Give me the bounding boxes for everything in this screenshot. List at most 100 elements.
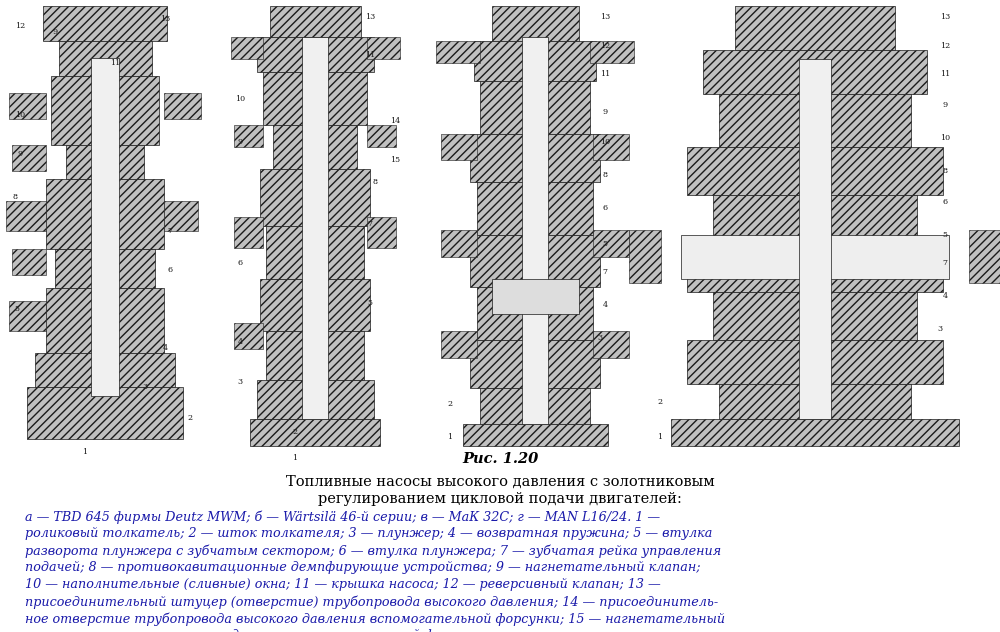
Text: а — ТВD 645 фирмы Deutz MWM; б — Wärtsilä 46-й серии; в — МаК 32С; г — MAN L16/2: а — ТВD 645 фирмы Deutz MWM; б — Wärtsil… [25, 510, 660, 523]
Text: 8: 8 [12, 193, 18, 201]
Bar [593, 331, 629, 358]
Bar [477, 288, 593, 340]
Text: 3: 3 [937, 325, 943, 333]
Bar [480, 389, 590, 423]
Bar [51, 76, 159, 145]
Bar [9, 301, 46, 331]
Text: 6: 6 [167, 267, 173, 274]
Text: 3: 3 [597, 334, 603, 342]
Bar [477, 182, 593, 234]
Bar [43, 6, 167, 41]
Text: 1: 1 [447, 433, 453, 441]
Bar [266, 226, 364, 279]
Text: Рис. 1.20: Рис. 1.20 [462, 452, 538, 466]
Bar [441, 134, 477, 160]
Bar [250, 419, 380, 446]
Text: 1: 1 [292, 454, 298, 462]
Text: 5: 5 [14, 305, 20, 313]
Text: клапан магистрали высокого давления вспомогательной форсунки.: клапан магистрали высокого давления вспо… [25, 629, 493, 632]
Text: 8: 8 [372, 178, 378, 186]
Text: 10 — наполнительные (сливные) окна; 11 — крышка насоса; 12 — реверсивный клапан;: 10 — наполнительные (сливные) окна; 11 —… [25, 578, 661, 592]
Text: 2: 2 [657, 398, 663, 406]
Bar [593, 134, 629, 160]
Text: регулированием цикловой подачи двигателей:: регулированием цикловой подачи двигателе… [318, 492, 682, 506]
Bar [263, 72, 367, 125]
Text: 3: 3 [142, 383, 148, 391]
Bar [273, 125, 357, 169]
Text: роликовый толкатель; 2 — шток толкателя; 3 — плунжер; 4 — возвратная пружина; 5 : роликовый толкатель; 2 — шток толкателя;… [25, 527, 712, 540]
Bar [719, 384, 911, 419]
Bar [474, 42, 596, 81]
Text: присоединительный штуцер (отверстие) трубопровода высокого давления; 14 — присое: присоединительный штуцер (отверстие) тру… [25, 595, 718, 609]
Text: 5: 5 [942, 231, 948, 239]
Bar [593, 230, 629, 257]
Bar [436, 42, 480, 63]
Bar [470, 234, 600, 288]
Text: 10: 10 [15, 111, 25, 119]
Bar [629, 230, 661, 283]
Text: 6: 6 [602, 204, 608, 212]
Text: 14: 14 [390, 116, 400, 125]
Bar [12, 145, 46, 171]
Bar [46, 288, 164, 353]
Text: 8: 8 [602, 171, 608, 179]
Bar [470, 340, 600, 389]
Bar [671, 419, 959, 446]
Bar [58, 41, 152, 76]
Bar [46, 179, 164, 249]
Bar [492, 279, 578, 313]
Text: 2: 2 [447, 400, 453, 408]
Bar [35, 353, 175, 387]
Text: 1: 1 [657, 433, 663, 441]
Text: 7: 7 [167, 228, 172, 236]
Text: подачей; 8 — противокавитационные демпфирующие устройства; 9 — нагнетательный кл: подачей; 8 — противокавитационные демпфи… [25, 561, 700, 574]
Bar [302, 37, 328, 419]
Text: 9: 9 [942, 101, 948, 109]
Bar [719, 94, 911, 147]
Bar [256, 380, 374, 419]
Bar [470, 134, 600, 182]
Bar [164, 93, 201, 119]
Text: 2: 2 [292, 428, 298, 436]
Text: Топливные насосы высокого давления с золотниковым: Топливные насосы высокого давления с зол… [286, 475, 714, 489]
Text: разворота плунжера с зубчатым сектором; 6 — втулка плунжера; 7 — зубчатая рейка : разворота плунжера с зубчатым сектором; … [25, 544, 721, 557]
Bar [522, 37, 548, 423]
Bar [66, 145, 144, 179]
Bar [441, 230, 477, 257]
Bar [367, 125, 396, 147]
Bar [367, 37, 400, 59]
Bar [256, 37, 374, 72]
Bar [367, 217, 396, 248]
Bar [713, 195, 917, 243]
Text: 4: 4 [602, 301, 608, 309]
Text: 8: 8 [942, 167, 948, 175]
Text: 11: 11 [600, 70, 610, 78]
Text: 13: 13 [600, 13, 610, 21]
Text: 10: 10 [940, 134, 950, 142]
Text: 4: 4 [942, 292, 948, 300]
Bar [735, 6, 895, 50]
Bar [27, 387, 182, 439]
Text: 10: 10 [235, 95, 245, 102]
Bar [266, 331, 364, 380]
Text: 7: 7 [368, 220, 372, 228]
Text: 13: 13 [365, 13, 375, 21]
Text: 4: 4 [162, 344, 168, 352]
Text: 9: 9 [602, 107, 608, 116]
Bar [234, 322, 263, 349]
Text: 13: 13 [940, 13, 950, 21]
Bar [462, 423, 608, 446]
Text: 2: 2 [187, 413, 193, 422]
Bar [260, 169, 370, 226]
Bar [6, 201, 46, 231]
Bar [234, 125, 263, 147]
Bar [12, 249, 46, 275]
Bar [230, 37, 263, 59]
Text: 11: 11 [365, 51, 375, 59]
Text: 9: 9 [237, 138, 243, 147]
Bar [55, 249, 155, 288]
Text: 5: 5 [368, 299, 372, 307]
Text: 5: 5 [602, 240, 608, 248]
Text: 1: 1 [82, 448, 88, 456]
Bar [969, 230, 1000, 283]
